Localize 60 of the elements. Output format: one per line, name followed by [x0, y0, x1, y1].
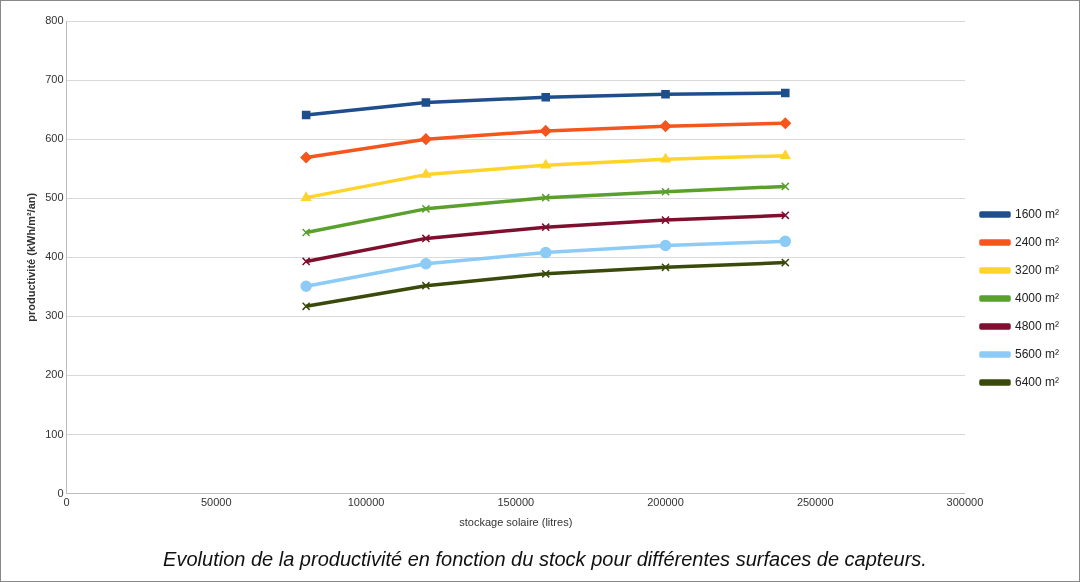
point — [420, 168, 431, 178]
point — [301, 257, 311, 266]
point — [539, 246, 552, 259]
legend-label: 3200 m² — [1014, 262, 1060, 277]
point — [541, 222, 550, 232]
y-tick-label: 800 — [45, 14, 64, 27]
y-tick-label: 300 — [45, 309, 64, 322]
point — [661, 89, 670, 99]
point — [661, 187, 670, 197]
point — [659, 120, 672, 132]
point — [539, 125, 552, 137]
legend-label: 5600 m² — [1014, 346, 1060, 361]
point — [301, 191, 312, 201]
y-tick-label: 100 — [45, 427, 64, 440]
point — [781, 182, 790, 191]
x-tick-label: 50000 — [200, 496, 232, 509]
point — [421, 98, 431, 107]
point — [661, 263, 670, 272]
point — [420, 258, 432, 270]
y-tick-label: 500 — [45, 191, 64, 204]
legend-label: 4800 m² — [1014, 318, 1060, 333]
point — [421, 204, 431, 214]
point — [420, 133, 432, 145]
point — [781, 88, 790, 98]
point — [781, 258, 790, 267]
legend-label: 4000 m² — [1014, 290, 1060, 305]
y-tick-label: 700 — [45, 73, 64, 86]
point — [660, 153, 671, 163]
x-tick-label: 200000 — [647, 496, 684, 509]
point — [421, 281, 431, 290]
y-tick-label: 200 — [45, 368, 64, 381]
point — [541, 92, 550, 102]
x-tick-label: 150000 — [497, 496, 535, 509]
point — [301, 110, 311, 120]
point — [780, 149, 791, 159]
point — [421, 234, 431, 243]
point — [541, 193, 550, 202]
point — [779, 117, 792, 129]
point — [301, 228, 311, 237]
x-tick-label: 100000 — [347, 496, 385, 509]
x-tick-label: 300000 — [946, 496, 984, 509]
point — [659, 239, 672, 252]
y-axis-title: productivité (kWh/m²/an) — [24, 192, 37, 322]
x-tick-label: 250000 — [796, 496, 834, 509]
point — [300, 280, 312, 292]
text: Evolution de la productivité en fonction du stock pour différentes surfaces de capteurs. — [163, 547, 927, 570]
y-tick-label: 0 — [57, 486, 64, 499]
x-axis-title: stockage solaire (litres) — [459, 516, 573, 529]
point — [779, 235, 792, 248]
legend-label: 6400 m² — [1014, 374, 1060, 389]
point — [661, 215, 670, 225]
y-tick-label: 600 — [45, 132, 64, 145]
y-tick-label: 400 — [45, 250, 64, 263]
point — [781, 211, 790, 220]
point — [300, 151, 312, 164]
point — [301, 302, 311, 311]
legend-label: 2400 m² — [1014, 234, 1060, 249]
legend-label: 1600 m² — [1014, 206, 1060, 221]
point — [541, 269, 550, 279]
point — [540, 159, 551, 169]
